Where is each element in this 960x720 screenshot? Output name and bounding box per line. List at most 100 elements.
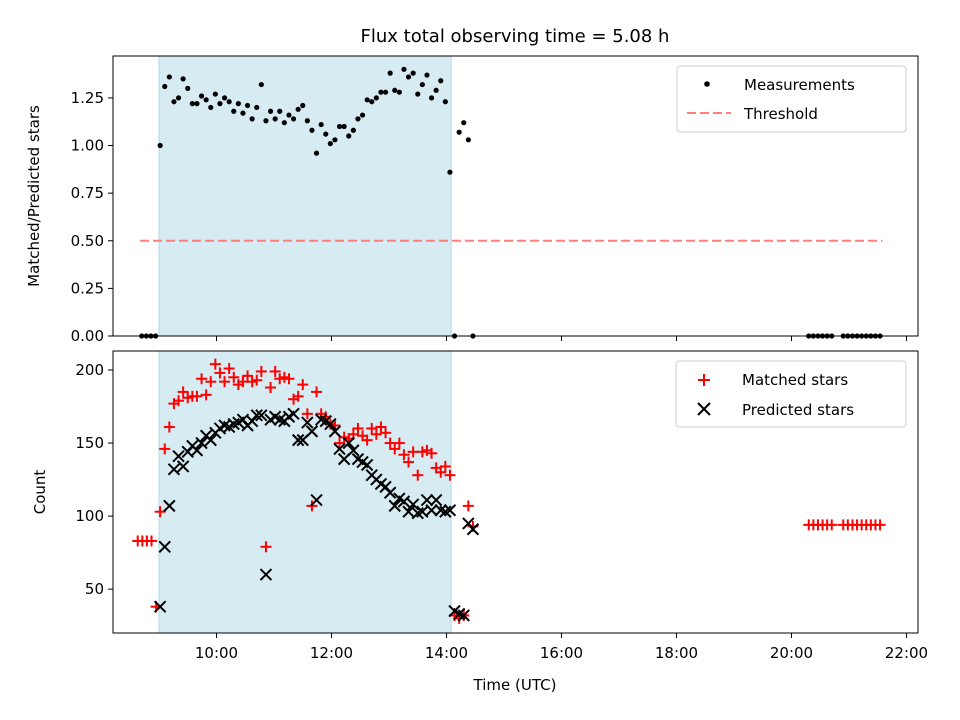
- predicted-star-point: [287, 407, 300, 421]
- bottom-y-tick-label: 100: [75, 507, 104, 525]
- measurement-point: [208, 104, 214, 111]
- measurement-point: [438, 78, 444, 84]
- measurement-point: [332, 137, 338, 143]
- measurement-point: [424, 72, 430, 78]
- predicted-star-point: [360, 458, 374, 472]
- measurement-point: [373, 95, 379, 101]
- measurement-point: [341, 123, 347, 130]
- predicted-star-point: [342, 436, 355, 450]
- top-legend-box: [676, 65, 907, 133]
- matched-star-point: [375, 421, 387, 433]
- measurement-point: [387, 70, 393, 76]
- predicted-star-point: [301, 416, 314, 429]
- bottom-legend: Matched stars Predicted stars: [675, 360, 907, 428]
- x-tick-label: 14:00: [425, 644, 468, 662]
- top-y-tick-label: 1.25: [71, 89, 104, 107]
- measurement-point: [405, 74, 412, 80]
- predicted-star-point: [291, 433, 305, 447]
- predicted-star-point: [195, 436, 208, 450]
- matched-star-point: [435, 466, 447, 478]
- matched-star-point: [214, 367, 226, 379]
- measurement-point: [346, 133, 352, 139]
- measurement-point: [447, 169, 453, 175]
- measurement-point: [263, 118, 269, 124]
- measurement-point: [378, 89, 384, 95]
- measurement-point: [226, 99, 232, 105]
- matched-star-point: [191, 390, 203, 402]
- matched-star-point: [407, 446, 419, 458]
- measurement-point: [198, 93, 205, 99]
- measurement-point: [267, 108, 274, 114]
- bottom-legend-box: [675, 360, 907, 428]
- legend-threshold-label: Threshold: [743, 105, 818, 123]
- x-tick-label: 16:00: [540, 644, 583, 662]
- matched-star-point: [412, 469, 424, 481]
- predicted-star-point: [443, 504, 457, 517]
- measurement-point: [194, 101, 200, 107]
- measurement-point: [180, 76, 186, 82]
- predicted-star-point: [406, 498, 420, 511]
- bottom-panel: 50 100 150 200 10:00 12:00 14:00 16:00 18:00 20:…: [31, 350, 928, 694]
- top-y-tick-label: 0.75: [71, 184, 104, 202]
- legend-matched-marker: [698, 374, 710, 386]
- top-y-tick-label: 0.50: [71, 232, 104, 250]
- measurement-point: [355, 116, 361, 122]
- predicted-star-point: [466, 523, 480, 536]
- measurement-point: [249, 116, 255, 122]
- measurement-point: [382, 89, 389, 95]
- measurement-point: [175, 95, 182, 101]
- bottom-shaded-span: [158, 350, 452, 634]
- measurement-point: [350, 127, 356, 133]
- measurement-point: [290, 116, 297, 122]
- matched-star-point: [361, 434, 373, 446]
- predicted-star-point: [250, 409, 263, 422]
- matched-star-point: [334, 437, 346, 449]
- measurement-point: [300, 102, 306, 109]
- measurement-point: [281, 120, 287, 126]
- matched-star-point: [426, 447, 438, 459]
- measurement-point: [465, 137, 471, 143]
- measurement-point: [162, 83, 168, 90]
- predicted-star-point: [172, 449, 185, 463]
- matched-star-point: [159, 443, 171, 455]
- top-axes-frame: [112, 55, 919, 337]
- matched-star-point: [146, 535, 158, 547]
- matched-star-point: [389, 443, 401, 455]
- x-tick-label: 12:00: [310, 644, 353, 662]
- predicted-star-point: [158, 540, 171, 553]
- matched-star-point: [393, 437, 405, 449]
- matched-star-point: [403, 456, 415, 468]
- matched-star-point: [177, 386, 189, 398]
- measurement-point: [189, 101, 195, 107]
- predicted-star-point: [347, 444, 360, 457]
- measurement-point: [235, 101, 241, 107]
- matched-star-point: [301, 408, 313, 420]
- predicted-star-point: [425, 504, 438, 517]
- bottom-axes-frame: [112, 350, 919, 634]
- matched-star-point: [311, 386, 323, 398]
- predicted-star-point: [190, 444, 204, 457]
- matched-star-point: [352, 422, 364, 434]
- matched-star-point: [874, 519, 886, 531]
- matched-star-point: [265, 382, 277, 394]
- matched-star-point: [255, 365, 267, 377]
- measurement-point: [203, 97, 209, 103]
- top-y-ticks: 0.00 0.25 0.50 0.75 1.00 1.25: [71, 89, 113, 345]
- top-shaded-span: [158, 55, 452, 337]
- measurement-point: [309, 127, 315, 133]
- matched-star-point: [444, 469, 456, 481]
- top-legend: Measurements Threshold: [676, 65, 907, 133]
- measurement-point: [295, 106, 301, 112]
- measurement-point: [396, 89, 402, 95]
- measurement-point: [364, 97, 370, 103]
- matched-star-point: [205, 376, 217, 388]
- measurement-point: [277, 108, 283, 114]
- measurement-point: [304, 118, 310, 124]
- top-y-axis-label: Matched/Predicted stars: [25, 105, 43, 287]
- measurement-point: [442, 99, 448, 105]
- measurement-point: [254, 104, 260, 111]
- matched-star-point: [384, 437, 396, 449]
- measurement-point: [359, 112, 366, 118]
- matched-star-point: [223, 363, 235, 375]
